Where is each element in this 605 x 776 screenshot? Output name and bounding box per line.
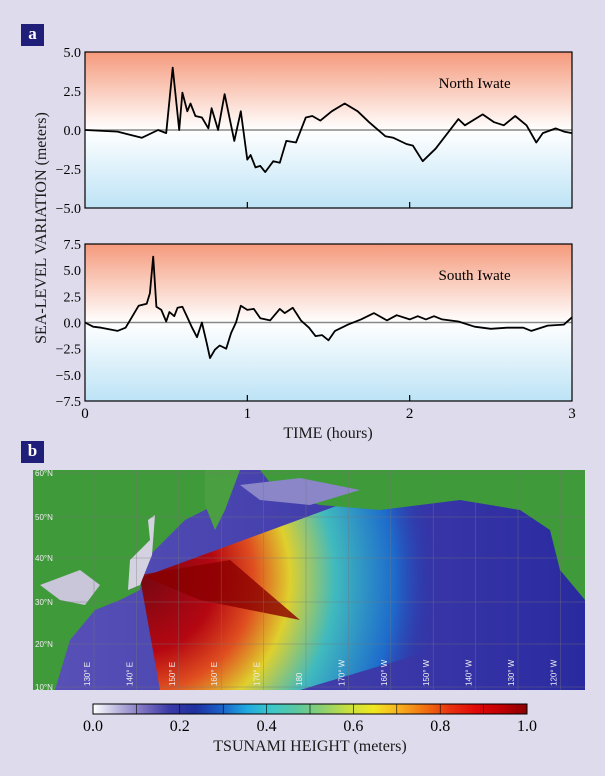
longitude-label: 130° W [507,659,516,686]
x-tick-label: 1 [244,406,252,422]
longitude-label: 140° W [465,659,474,686]
y-tick-label: −2.5 [56,163,81,178]
colorbar-tick-label: 0.8 [430,718,450,735]
land-alaska [260,470,585,600]
x-tick-label: 3 [568,406,576,422]
latitude-label: 40°N [35,554,53,563]
longitude-label: 140° E [125,662,134,686]
panel-a-tag: a [21,24,44,46]
wave-core [140,560,300,620]
land-korea-china [40,570,100,605]
longitude-label: 170° W [337,659,346,686]
colorbar-tick-label: 0.4 [257,718,277,735]
series-line-south-iwate [84,255,573,359]
latitude-label: 10°N [35,683,53,692]
longitude-label: 180 [295,672,304,686]
y-tick-label: 2.5 [64,290,82,305]
latitude-label: 20°N [35,640,53,649]
x-tick-label: 0 [81,406,89,422]
panel-b-tag: b [21,441,44,463]
y-tick-label: 0.0 [64,317,82,332]
y-tick-label: 2.5 [64,85,82,100]
y-tick-label: −2.5 [56,343,81,358]
colorbar-tick-label: 0.6 [343,718,363,735]
y-tick-label: −5.0 [56,202,81,217]
longitude-label: 150° W [422,659,431,686]
x-tick-label: 2 [406,406,414,422]
colorbar-tick-label: 0.2 [170,718,190,735]
chart-1: 7.5 5.0 2.5 0.0 −2.5 −5.0 −7.5 South Iwate 0 1 2 3 [56,238,576,422]
land-japan [128,515,155,590]
series-title: South Iwate [439,268,511,284]
plot-frame [84,243,573,402]
y-tick-label: 7.5 [64,238,82,253]
longitude-label: 160° E [210,662,219,686]
longitude-label: 120° W [549,659,558,686]
series-line-north-iwate [84,66,573,173]
pacific-wave-fan [140,490,560,690]
longitude-label: 160° W [380,659,389,686]
land-kamchatka [205,470,240,530]
y-tick-label: 5.0 [64,46,82,61]
y-tick-label: 0.0 [64,124,82,139]
plot-frame [84,51,573,209]
longitude-label: 130° E [83,662,92,686]
latitude-label: 30°N [35,598,53,607]
bering-sea [240,478,360,505]
y-tick-label: 5.0 [64,264,82,279]
series-title: North Iwate [439,76,511,92]
latitude-label: 50°N [35,513,53,522]
colorbar-tick-label: 1.0 [517,718,537,735]
longitude-label: 150° E [168,662,177,686]
colorbar-label: TSUNAMI HEIGHT (meters) [213,738,407,755]
x-axis-label: TIME (hours) [283,425,373,442]
longitude-label: 170° E [253,662,262,686]
y-tick-label: −5.0 [56,369,81,384]
y-tick-label: −7.5 [56,395,81,410]
latitude-label: 60°N [35,469,53,478]
chart-0: 5.0 2.5 0.0 −2.5 −5.0 North Iwate [56,46,573,217]
colorbar-tick-label: 0.0 [83,718,103,735]
